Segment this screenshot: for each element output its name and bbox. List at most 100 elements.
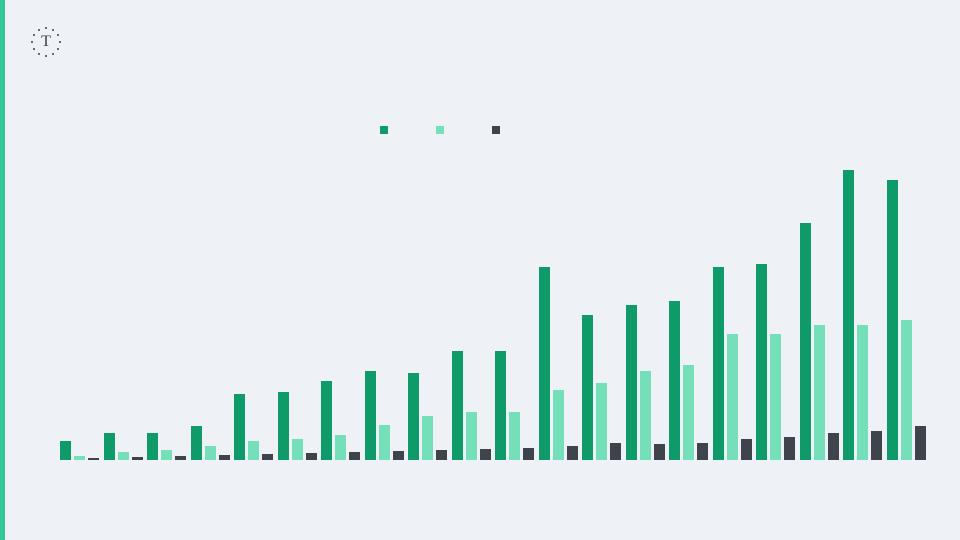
- brand-logo-dot: [52, 53, 54, 55]
- bar: [828, 433, 839, 460]
- bar: [814, 325, 825, 460]
- bar-group: [191, 170, 230, 460]
- bar: [408, 373, 419, 460]
- legend-swatch: [436, 126, 444, 134]
- bar: [436, 450, 447, 460]
- bar: [205, 446, 216, 460]
- bar-group: [800, 170, 839, 460]
- accent-strip: [0, 0, 5, 540]
- bar-group: [887, 170, 926, 460]
- bar: [248, 441, 259, 460]
- bar: [553, 390, 564, 460]
- bar: [640, 371, 651, 460]
- bar-group: [452, 170, 491, 460]
- legend-item: [436, 126, 444, 134]
- bar: [539, 267, 550, 460]
- bar: [713, 267, 724, 460]
- bar: [147, 433, 158, 460]
- brand-logo-dot: [57, 48, 59, 50]
- brand-logo-letter: T: [41, 33, 51, 51]
- bar: [104, 433, 115, 460]
- bar: [683, 365, 694, 460]
- bar: [480, 449, 491, 460]
- bar: [770, 334, 781, 460]
- bar: [118, 452, 129, 460]
- brand-logo-dot: [45, 27, 47, 29]
- bar: [596, 383, 607, 460]
- bar: [466, 412, 477, 460]
- bar: [278, 392, 289, 460]
- bar: [292, 439, 303, 460]
- bar: [582, 315, 593, 460]
- bar-group: [408, 170, 447, 460]
- brand-logo-dot: [38, 53, 40, 55]
- bar: [262, 454, 273, 460]
- brand-logo-dot: [45, 55, 47, 57]
- bar-group: [669, 170, 708, 460]
- bar: [887, 180, 898, 460]
- brand-logo-dot: [59, 41, 61, 43]
- brand-logo-dot: [57, 34, 59, 36]
- legend-item: [492, 126, 500, 134]
- bar-group: [104, 170, 143, 460]
- bar: [756, 264, 767, 460]
- bar: [132, 457, 143, 460]
- bar-group: [713, 170, 752, 460]
- bar: [321, 381, 332, 460]
- bar: [567, 446, 578, 461]
- bar-group: [147, 170, 186, 460]
- bar: [349, 452, 360, 460]
- bar: [915, 426, 926, 460]
- bar: [161, 450, 172, 460]
- bar: [74, 456, 85, 460]
- bar-group: [321, 170, 360, 460]
- bar: [727, 334, 738, 460]
- bar: [422, 416, 433, 460]
- bar-group: [843, 170, 882, 460]
- bar: [365, 371, 376, 460]
- brand-logo: T: [28, 24, 64, 60]
- bar: [175, 456, 186, 460]
- bar: [234, 394, 245, 460]
- legend-swatch: [492, 126, 500, 134]
- bar: [654, 444, 665, 460]
- grouped-bar-chart: [60, 170, 930, 460]
- bar: [741, 439, 752, 460]
- bar: [523, 448, 534, 460]
- bar-group: [365, 170, 404, 460]
- bar: [60, 441, 71, 460]
- bar: [784, 437, 795, 460]
- brand-logo-dot: [31, 41, 33, 43]
- bar: [871, 431, 882, 460]
- bar: [219, 455, 230, 460]
- bar: [697, 443, 708, 460]
- bar: [626, 305, 637, 460]
- bar-group: [582, 170, 621, 460]
- bar: [88, 458, 99, 460]
- bar: [495, 351, 506, 460]
- brand-logo-dot: [52, 29, 54, 31]
- bar: [857, 325, 868, 460]
- bar: [610, 443, 621, 460]
- bar: [191, 426, 202, 460]
- brand-logo-dot: [38, 29, 40, 31]
- bar-group: [60, 170, 99, 460]
- bar-group: [539, 170, 578, 460]
- bar: [901, 320, 912, 460]
- bar: [669, 301, 680, 461]
- bar: [509, 412, 520, 460]
- page: T: [0, 0, 960, 540]
- bar: [393, 451, 404, 460]
- bar-group: [278, 170, 317, 460]
- bar-group: [756, 170, 795, 460]
- legend-swatch: [380, 126, 388, 134]
- bar: [800, 223, 811, 460]
- brand-logo-dot: [33, 48, 35, 50]
- bar-group: [495, 170, 534, 460]
- bar: [843, 170, 854, 460]
- brand-logo-dot: [33, 34, 35, 36]
- bar-group: [626, 170, 665, 460]
- legend-item: [380, 126, 388, 134]
- bar: [306, 453, 317, 460]
- bar: [452, 351, 463, 460]
